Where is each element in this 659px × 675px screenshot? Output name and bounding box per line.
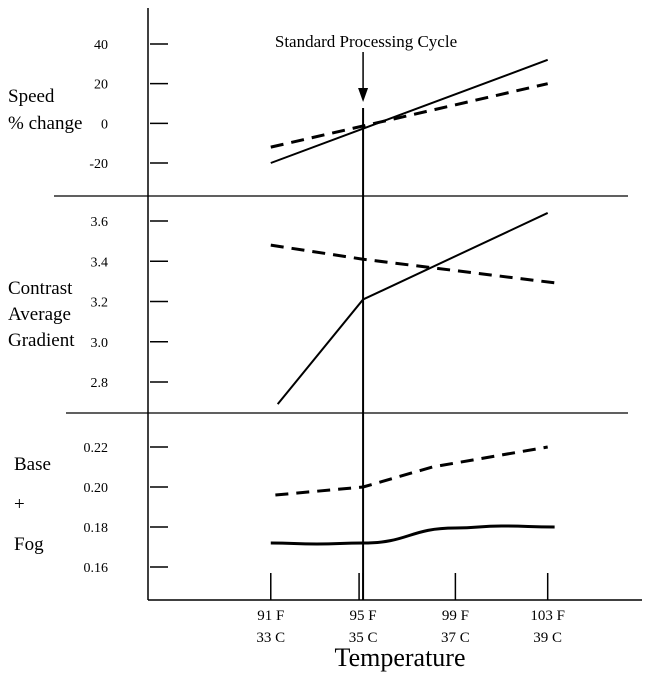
- annotation-group: Standard Processing Cycle: [275, 32, 457, 600]
- y-tick-label: 3.6: [91, 215, 109, 230]
- y-ticks: 40 20 0 -20 3.6 3.4 3.2 3.0 2.8 0.22 0.20 0.18 0.16: [84, 38, 168, 576]
- y-tick-label: 40: [94, 38, 108, 53]
- x-tick-label-c: 35 C: [349, 630, 378, 646]
- y-tick-label: -20: [89, 157, 108, 172]
- x-tick-label-f: 95 F: [350, 608, 377, 624]
- y-tick-label: 0.16: [84, 561, 109, 576]
- panel-ylabel: Fog: [14, 534, 44, 555]
- panel-ylabel: Base: [14, 454, 51, 475]
- y-tick-label: 0.22: [84, 441, 109, 456]
- data-series: [270, 58, 560, 546]
- axes-frame: [54, 8, 642, 601]
- x-tick-label-c: 33 C: [256, 630, 285, 646]
- y-tick-label: 20: [94, 78, 108, 93]
- series-line-dashed: [270, 82, 549, 149]
- x-tick-label-c: 39 C: [533, 630, 562, 646]
- x-axis-title: Temperature: [335, 643, 466, 672]
- series-line-solid: [270, 524, 555, 546]
- panel-ylabel: Speed: [8, 86, 55, 107]
- series-line-dashed: [275, 445, 548, 497]
- y-tick-label: 0: [101, 117, 108, 132]
- panel-ylabel: Gradient: [8, 330, 75, 351]
- y-tick-label: 3.2: [91, 296, 109, 311]
- panel-ylabel: Average: [8, 304, 71, 325]
- x-tick-label-f: 99 F: [442, 608, 469, 624]
- y-tick-label: 3.4: [91, 255, 109, 270]
- panel-ylabel: % change: [8, 113, 82, 134]
- panel-ylabel: Contrast: [8, 278, 73, 299]
- y-tick-label: 0.18: [84, 521, 109, 536]
- series-line-solid: [276, 212, 549, 405]
- panel-ylabel: +: [14, 494, 25, 515]
- y-tick-label: 0.20: [84, 481, 109, 496]
- y-tick-label: 2.8: [91, 376, 109, 391]
- y-tick-label: 3.0: [91, 336, 109, 351]
- series-line-dashed: [270, 243, 560, 285]
- x-tick-label-f: 103 F: [530, 608, 565, 624]
- arrow-head-icon: [358, 88, 369, 102]
- series-line-solid: [270, 58, 549, 164]
- x-tick-label-c: 37 C: [441, 630, 470, 646]
- panel-labels: Speed % change Contrast Average Gradient Base…: [8, 86, 82, 555]
- x-tick-label-f: 91 F: [257, 608, 284, 624]
- x-ticks: 91 F 33 C 95 F 35 C 99 F 37 C 103 F 39 C: [256, 573, 565, 646]
- annotation-text: Standard Processing Cycle: [275, 32, 457, 51]
